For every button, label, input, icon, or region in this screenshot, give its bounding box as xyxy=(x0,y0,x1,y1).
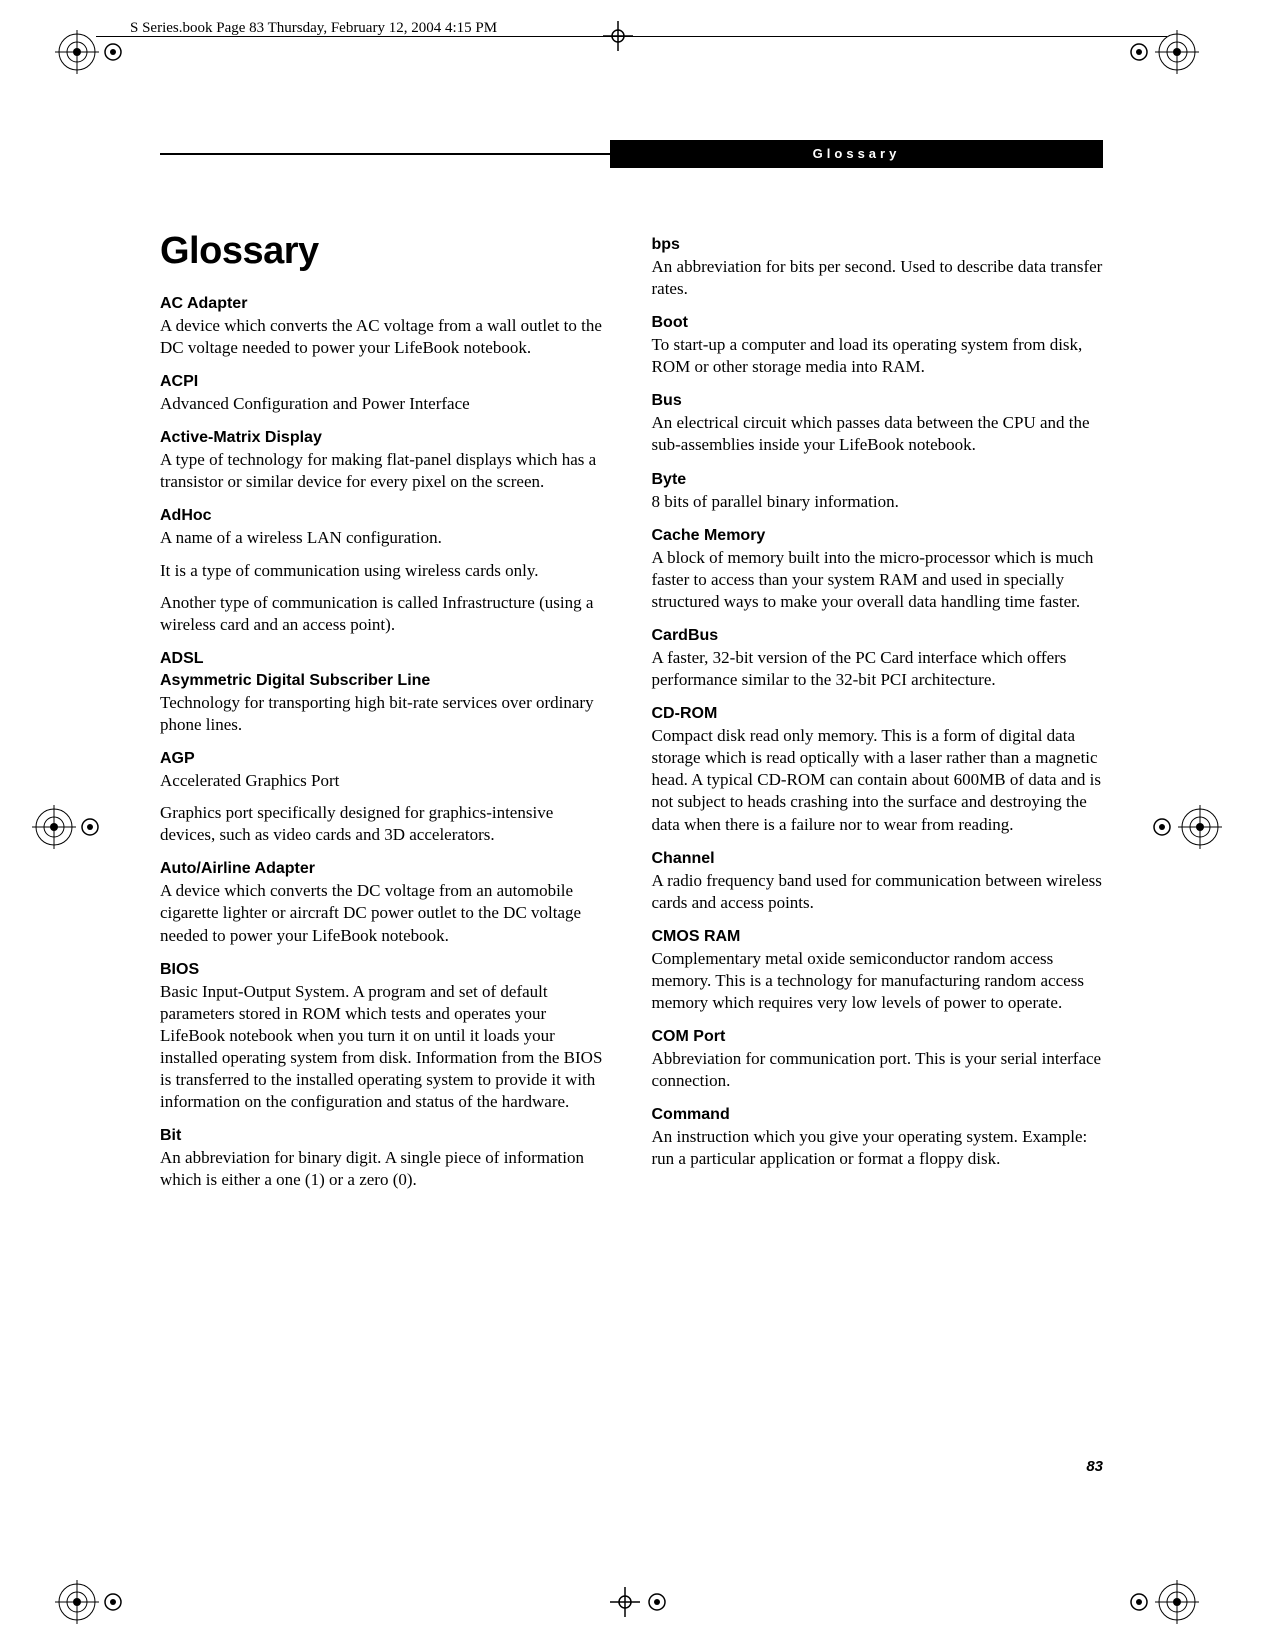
glossary-definition: 8 bits of parallel binary information. xyxy=(652,491,1104,513)
glossary-definition: A device which converts the AC voltage f… xyxy=(160,315,612,359)
page-title: Glossary xyxy=(160,230,612,273)
page-number: 83 xyxy=(1086,1458,1103,1475)
section-banner: Glossary xyxy=(610,140,1103,168)
glossary-term: CD-ROM xyxy=(652,705,1104,723)
glossary-definition: A type of technology for making flat-pan… xyxy=(160,449,612,493)
glossary-definition: Basic Input-Output System. A program and… xyxy=(160,981,612,1114)
crop-dot-icon xyxy=(1152,817,1172,842)
glossary-definition: An abbreviation for bits per second. Use… xyxy=(652,256,1104,300)
glossary-definition: A name of a wireless LAN configuration. xyxy=(160,527,612,549)
glossary-term: ADSL xyxy=(160,650,612,668)
crop-dot-icon xyxy=(1129,42,1149,67)
glossary-definition: An abbreviation for binary digit. A sing… xyxy=(160,1147,612,1191)
glossary-definition: An instruction which you give your opera… xyxy=(652,1126,1104,1170)
glossary-term: AdHoc xyxy=(160,507,612,525)
glossary-term: COM Port xyxy=(652,1028,1104,1046)
glossary-term: Command xyxy=(652,1106,1104,1124)
glossary-definition: A faster, 32-bit version of the PC Card … xyxy=(652,647,1104,691)
glossary-term: CardBus xyxy=(652,627,1104,645)
content-columns: Glossary AC Adapter A device which conver… xyxy=(160,230,1103,1191)
glossary-definition: Compact disk read only memory. This is a… xyxy=(652,725,1104,835)
crop-dot-icon xyxy=(647,1592,667,1617)
glossary-term: Active-Matrix Display xyxy=(160,429,612,447)
glossary-definition: Complementary metal oxide semiconductor … xyxy=(652,948,1104,1014)
glossary-definition: Graphics port specifically designed for … xyxy=(160,802,612,846)
cross-mark-icon xyxy=(610,1587,640,1622)
glossary-definition: To start-up a computer and load its oper… xyxy=(652,334,1104,378)
glossary-definition: Accelerated Graphics Port xyxy=(160,770,612,792)
crop-dot-icon xyxy=(103,1592,123,1617)
glossary-definition: It is a type of communication using wire… xyxy=(160,560,612,582)
registration-mark-icon xyxy=(55,1580,99,1629)
registration-mark-icon xyxy=(1155,30,1199,79)
glossary-term: Boot xyxy=(652,314,1104,332)
glossary-definition: Technology for transporting high bit-rat… xyxy=(160,692,612,736)
registration-mark-icon xyxy=(1155,1580,1199,1629)
column-right: bps An abbreviation for bits per second. … xyxy=(652,230,1104,1191)
glossary-definition: A radio frequency band used for communic… xyxy=(652,870,1104,914)
glossary-term: bps xyxy=(652,236,1104,254)
registration-mark-icon xyxy=(32,805,76,854)
glossary-term: Cache Memory xyxy=(652,527,1104,545)
glossary-definition: Advanced Configuration and Power Interfa… xyxy=(160,393,612,415)
glossary-term: CMOS RAM xyxy=(652,928,1104,946)
crop-dot-icon xyxy=(1129,1592,1149,1617)
glossary-term: Byte xyxy=(652,471,1104,489)
glossary-definition: A block of memory built into the micro-p… xyxy=(652,547,1104,613)
glossary-term: Auto/Airline Adapter xyxy=(160,860,612,878)
cross-mark-icon xyxy=(603,21,633,56)
glossary-term: ACPI xyxy=(160,373,612,391)
glossary-term: AGP xyxy=(160,750,612,768)
glossary-definition: A device which converts the DC voltage f… xyxy=(160,880,612,946)
glossary-term: AC Adapter xyxy=(160,295,612,313)
glossary-term: Bit xyxy=(160,1127,612,1145)
glossary-definition: Another type of communication is called … xyxy=(160,592,612,636)
header-meta-text: S Series.book Page 83 Thursday, February… xyxy=(130,20,497,37)
page-body: Glossary Glossary AC Adapter A device whi… xyxy=(160,140,1103,1450)
column-left: Glossary AC Adapter A device which conver… xyxy=(160,230,612,1191)
glossary-term: BIOS xyxy=(160,961,612,979)
glossary-definition: Abbreviation for communication port. Thi… xyxy=(652,1048,1104,1092)
registration-mark-icon xyxy=(1178,805,1222,854)
registration-mark-icon xyxy=(55,30,99,79)
glossary-term: Channel xyxy=(652,850,1104,868)
crop-dot-icon xyxy=(80,817,100,842)
crop-dot-icon xyxy=(103,42,123,67)
glossary-definition: An electrical circuit which passes data … xyxy=(652,412,1104,456)
glossary-term: Bus xyxy=(652,392,1104,410)
glossary-subterm: Asymmetric Digital Subscriber Line xyxy=(160,672,612,690)
